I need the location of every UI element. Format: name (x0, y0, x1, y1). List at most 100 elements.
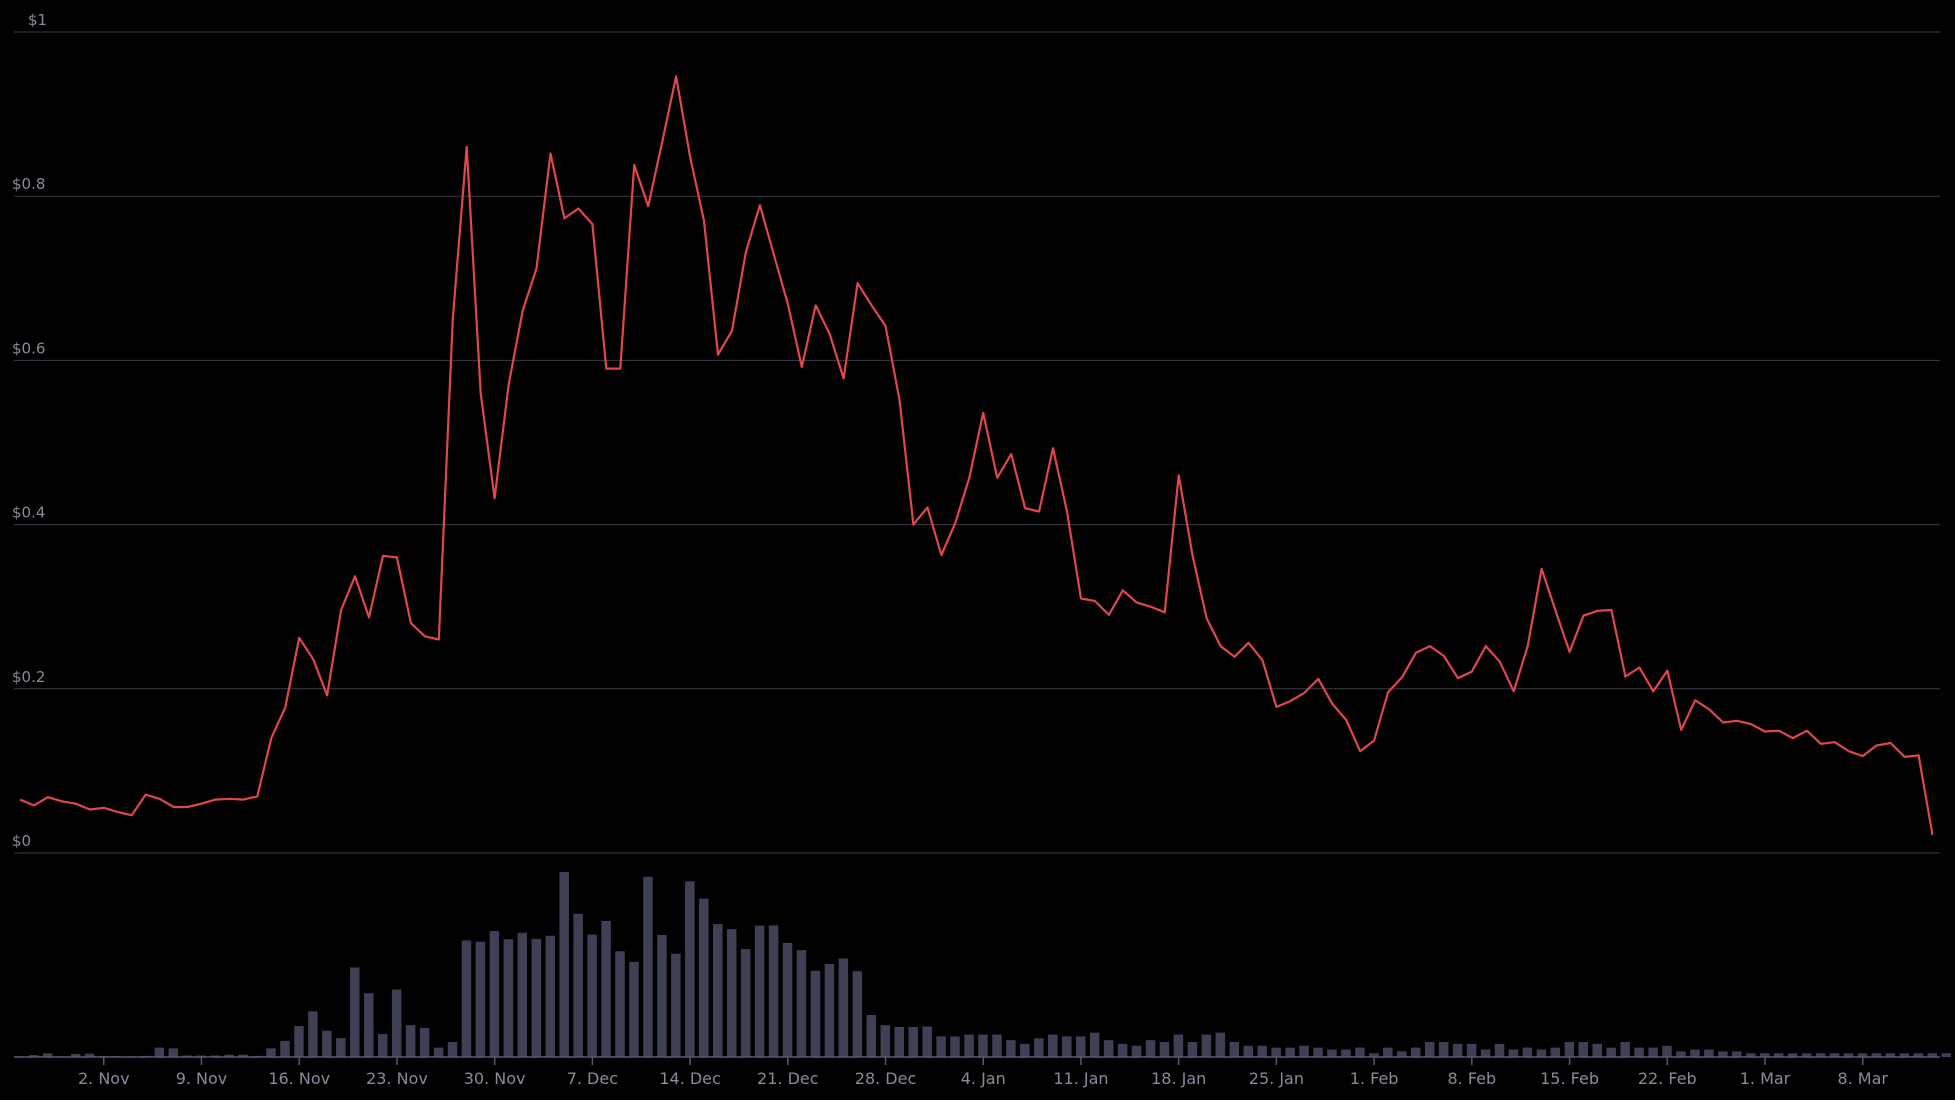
volume-bar (1075, 1036, 1086, 1057)
y-tick-label: $0.8 (12, 175, 45, 193)
volume-bar (1355, 1047, 1365, 1057)
volume-bar (433, 1047, 444, 1057)
volume-bar (950, 1036, 960, 1057)
x-tick-label: 7. Dec (567, 1069, 618, 1088)
volume-bar (1704, 1049, 1714, 1057)
volume-bar (1131, 1045, 1142, 1057)
volume-bar (1773, 1053, 1784, 1057)
volume-bar (615, 951, 625, 1057)
volume-bar (1913, 1053, 1924, 1057)
volume-bar (1187, 1042, 1198, 1057)
y-axis-labels: $0 $0.2 $0.4 $0.6 $0.8 $1 (12, 11, 47, 850)
volume-bar (643, 876, 653, 1057)
x-tick-label: 9. Nov (176, 1069, 228, 1088)
volume-bar (84, 1053, 95, 1057)
volume-bar (308, 1011, 318, 1057)
volume-bar (168, 1048, 179, 1057)
x-tick-label: 2. Nov (78, 1069, 130, 1088)
volume-bar (699, 898, 709, 1057)
x-tick-label: 15. Feb (1540, 1069, 1599, 1088)
volume-bar (1034, 1038, 1044, 1057)
volume-bar (1424, 1042, 1435, 1057)
volume-bar (1732, 1051, 1742, 1057)
y-tick-label: $1 (28, 11, 47, 29)
volume-bar (894, 1027, 904, 1057)
volume-bar (782, 942, 793, 1057)
volume-bar (587, 934, 597, 1057)
volume-bar (1048, 1034, 1058, 1057)
volume-bar (1480, 1049, 1491, 1057)
volume-bar (531, 938, 542, 1057)
x-tick-label: 18. Jan (1151, 1069, 1206, 1088)
volume-bar (1020, 1043, 1030, 1057)
volume-bar (1145, 1040, 1156, 1057)
volume-bar (866, 1015, 877, 1057)
x-tick-label: 28. Dec (855, 1069, 917, 1088)
volume-bar (685, 881, 695, 1057)
volume-bar (768, 925, 779, 1057)
volume-bar (280, 1040, 290, 1057)
volume-bar (978, 1034, 988, 1057)
volume-bar (1103, 1040, 1114, 1057)
x-tick-label: 22. Feb (1638, 1069, 1697, 1088)
volume-bar (1452, 1043, 1463, 1057)
volume-bar (1494, 1043, 1505, 1057)
volume-bar (1606, 1047, 1616, 1057)
y-tick-label: $0.2 (12, 668, 45, 686)
volume-bar (726, 929, 737, 1057)
volume-bar (1760, 1053, 1770, 1057)
volume-bar (1829, 1053, 1840, 1057)
volume-bar (1117, 1043, 1128, 1057)
x-tick-label: 16. Nov (268, 1069, 330, 1088)
volume-bar (224, 1054, 234, 1057)
volume-bar (922, 1026, 932, 1057)
volume-bar (545, 935, 555, 1057)
volume-bar (1899, 1053, 1910, 1057)
price-line (19, 75, 1934, 836)
x-tick-label: 23. Nov (366, 1069, 428, 1088)
volume-bar (1634, 1047, 1644, 1057)
volume-bar (1927, 1053, 1938, 1057)
volume-bar (266, 1048, 276, 1057)
y-tick-label: $0.6 (12, 339, 45, 357)
volume-bar (1159, 1042, 1170, 1057)
volume-bar (294, 1026, 304, 1057)
volume-bar (1257, 1045, 1267, 1057)
volume-bar (1089, 1032, 1100, 1057)
volume-bar (1550, 1047, 1561, 1057)
volume-bar (713, 923, 723, 1057)
volume-bars (15, 872, 1951, 1057)
volume-bar (1299, 1045, 1309, 1057)
volume-bar (964, 1034, 974, 1057)
volume-bar (1313, 1047, 1323, 1057)
volume-bar (503, 939, 514, 1057)
volume-bar (1369, 1053, 1379, 1057)
x-tick-label: 14. Dec (659, 1069, 721, 1088)
volume-bar (1871, 1053, 1882, 1057)
volume-bar (1201, 1034, 1212, 1057)
x-tick-label: 1. Feb (1350, 1069, 1399, 1088)
volume-bar (1397, 1051, 1407, 1057)
volume-bar (1843, 1053, 1854, 1057)
volume-bar (1006, 1040, 1016, 1057)
volume-bar (810, 970, 821, 1057)
volume-bar (1941, 1053, 1951, 1057)
y-tick-label: $0.4 (12, 504, 45, 522)
volume-bar (1801, 1053, 1812, 1057)
gridlines (14, 31, 1940, 854)
volume-bar (1411, 1047, 1421, 1057)
volume-bar (447, 1042, 458, 1057)
volume-bar (405, 1025, 416, 1057)
volume-bar (475, 941, 486, 1057)
volume-bar (1536, 1049, 1547, 1057)
volume-bar (1564, 1042, 1575, 1057)
x-axis: 2. Nov 9. Nov 16. Nov 23. Nov 30. Nov 7. Dec 1… (78, 1057, 1888, 1088)
volume-bar (1787, 1053, 1798, 1057)
volume-bar (1885, 1053, 1896, 1057)
volume-bar (517, 932, 528, 1057)
volume-bar (1690, 1049, 1700, 1057)
volume-bar (1062, 1036, 1072, 1057)
volume-bar (559, 872, 569, 1057)
volume-bar (350, 967, 360, 1057)
